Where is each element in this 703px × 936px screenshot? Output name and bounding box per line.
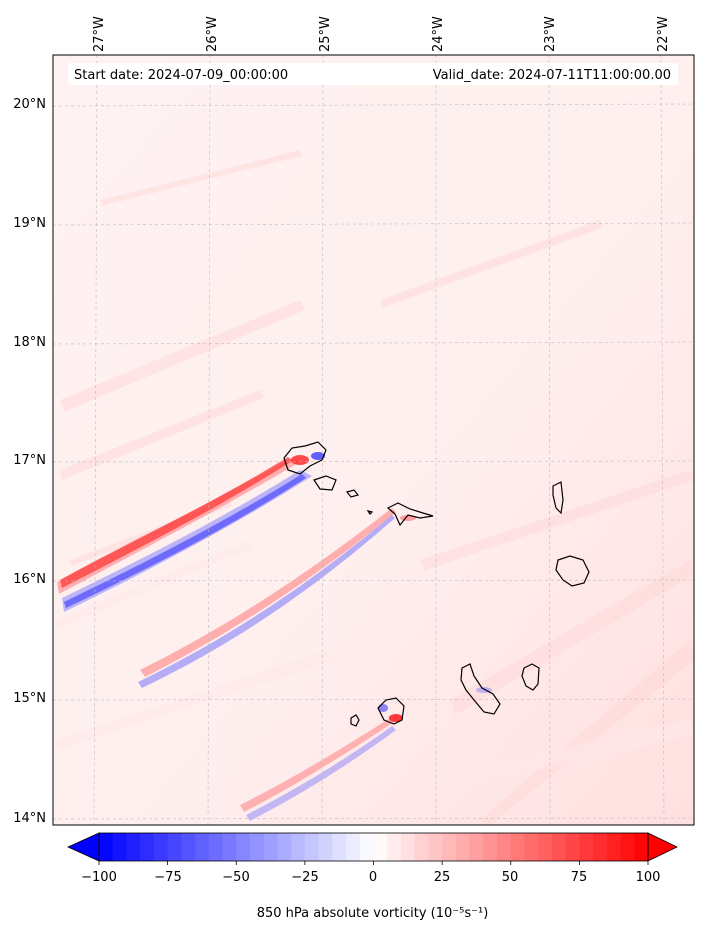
- colorbar-bin: [208, 833, 224, 861]
- colorbar-bin: [428, 833, 443, 861]
- colorbar-bin: [387, 833, 402, 861]
- lat-label: 20°N: [13, 97, 46, 112]
- lat-label: 18°N: [13, 335, 46, 350]
- colorbar-bin: [153, 833, 169, 861]
- colorbar-bin: [620, 833, 635, 861]
- colorbar-tick-label: 75: [570, 870, 588, 885]
- map-frame: [52, 54, 695, 826]
- colorbar-bin: [359, 833, 375, 861]
- colorbar-bin: [304, 833, 320, 861]
- island-santo-antao: [283, 441, 327, 475]
- colorbar-title: 850 hPa absolute vorticity (10⁻⁵s⁻¹): [256, 906, 489, 921]
- start-date-label: Start date: 2024-07-09_00:00:00: [74, 68, 288, 83]
- colorbar-bin: [222, 833, 237, 861]
- colorbar-bin: [455, 833, 471, 861]
- colorbar-bin: [99, 833, 114, 861]
- lat-label: 17°N: [13, 453, 46, 468]
- lat-label: 19°N: [13, 216, 46, 231]
- colorbar-bin: [551, 833, 567, 861]
- island-maio: [521, 663, 540, 691]
- colorbar-bin: [181, 833, 196, 861]
- lon-label: 26°W: [205, 16, 220, 52]
- lon-label: 24°W: [431, 16, 446, 52]
- date-header-box: [68, 63, 678, 85]
- colorbar-bin: [606, 833, 622, 861]
- colorbar-bin: [497, 833, 512, 861]
- colorbar-extend-max: [647, 832, 678, 862]
- island-sal: [552, 481, 564, 515]
- colorbar-tick-label: 25: [433, 870, 451, 885]
- colorbar-bin: [126, 833, 141, 861]
- colorbar-tick-label: 100: [635, 870, 661, 885]
- colorbar-bin: [400, 833, 416, 861]
- island-santiago: [460, 663, 501, 715]
- colorbar-bin: [524, 833, 539, 861]
- colorbar-tick-label: −75: [154, 870, 182, 885]
- coastlines: [283, 441, 590, 727]
- lat-label: 14°N: [13, 811, 46, 826]
- colorbar-tick-label: −25: [291, 870, 319, 885]
- colorbar-bin: [469, 833, 484, 861]
- graticule: [53, 55, 694, 825]
- colorbar-bin: [291, 833, 306, 861]
- lat-label: 16°N: [13, 572, 46, 587]
- colorbar-bin: [332, 833, 347, 861]
- colorbar-bin: [263, 833, 279, 861]
- colorbar-bin: [277, 833, 292, 861]
- colorbar-tick-label: 0: [368, 870, 378, 885]
- lon-label: 23°W: [543, 16, 558, 52]
- vorticity-field: [53, 55, 694, 825]
- island-fogo: [377, 697, 405, 725]
- colorbar-bin: [249, 833, 265, 861]
- colorbar-bin: [565, 833, 580, 861]
- colorbar-tick-label: −50: [222, 870, 250, 885]
- colorbar-bin: [346, 833, 361, 861]
- colorbar-bin: [593, 833, 608, 861]
- island-sao-vicente: [313, 475, 337, 491]
- colorbar-tick-label: −100: [81, 870, 117, 885]
- colorbar-bin: [634, 833, 649, 861]
- colorbar: [67, 832, 678, 865]
- island-brava: [350, 714, 360, 727]
- lon-label: 22°W: [656, 16, 671, 52]
- colorbar-bin: [236, 833, 251, 861]
- colorbar-bin: [579, 833, 594, 861]
- colorbar-bin: [442, 833, 457, 861]
- lat-label: 15°N: [13, 691, 46, 706]
- islet: [366, 510, 374, 515]
- colorbar-bin: [538, 833, 553, 861]
- lon-label: 25°W: [318, 16, 333, 52]
- colorbar-bin: [167, 833, 182, 861]
- colorbar-bin: [140, 833, 155, 861]
- island-santa-luzia: [345, 489, 360, 498]
- colorbar-bin: [195, 833, 210, 861]
- colorbar-bin: [373, 833, 388, 861]
- colorbar-extend-min: [67, 832, 100, 862]
- island-boa-vista: [555, 555, 590, 587]
- lon-label: 27°W: [92, 16, 107, 52]
- colorbar-bin: [483, 833, 498, 861]
- colorbar-tick-label: 50: [501, 870, 519, 885]
- colorbar-bin: [510, 833, 526, 861]
- valid-date-label: Valid_date: 2024-07-11T11:00:00.00: [433, 68, 671, 83]
- colorbar-bin: [318, 833, 333, 861]
- colorbar-bin: [414, 833, 429, 861]
- colorbar-bin: [112, 833, 128, 861]
- island-sao-nicolau: [386, 502, 434, 527]
